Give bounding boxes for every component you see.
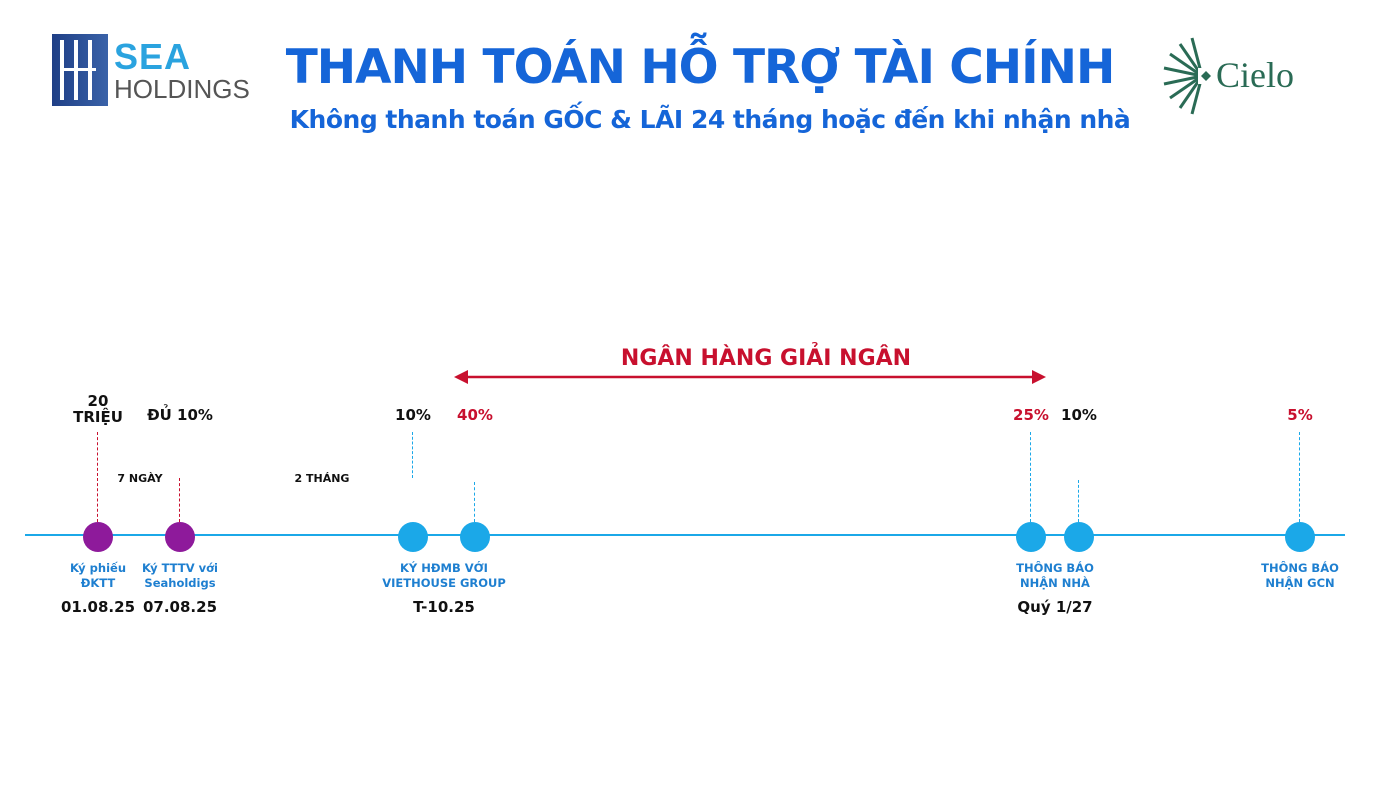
cielo-sunburst-icon xyxy=(1163,37,1214,115)
milestone-label: Ký phiếu ĐKTT xyxy=(69,561,127,590)
milestone-connector xyxy=(97,432,98,522)
milestone-connector xyxy=(179,478,180,522)
milestone-amount: 20 TRIỆU xyxy=(73,392,123,426)
milestone-amount: 25% xyxy=(1013,406,1049,424)
sea-holdings-logo: SEA HOLDINGS xyxy=(52,34,262,108)
logo-cielo-text: Cielo xyxy=(1216,55,1294,95)
milestone-date: Quý 1/27 xyxy=(1017,598,1093,616)
logo-sea-text: SEA xyxy=(114,36,192,77)
timeline-axis xyxy=(25,534,1345,536)
milestone-label: THÔNG BÁO NHẬN GCN xyxy=(1261,561,1339,590)
milestone-connector xyxy=(1030,432,1031,522)
milestone-connector xyxy=(412,432,413,478)
milestone-label: Ký TTTV với Seaholdigs xyxy=(142,561,218,590)
bank-disbursement-label: NGÂN HÀNG GIẢI NGÂN xyxy=(620,346,912,371)
milestone-dot xyxy=(83,522,113,552)
milestone-label: THÔNG BÁO NHẬN NHÀ xyxy=(1016,561,1094,590)
milestone-connector xyxy=(1299,432,1300,522)
milestone-connector xyxy=(1078,480,1079,522)
milestone-amount: 10% xyxy=(1061,406,1097,424)
page-subtitle: Không thanh toán GỐC & LÃI 24 tháng hoặc… xyxy=(289,105,1131,134)
milestone-date: 07.08.25 xyxy=(142,598,218,616)
cielo-logo: Cielo xyxy=(1162,36,1332,116)
logo-holdings-text: HOLDINGS xyxy=(114,74,250,104)
milestone-dot xyxy=(165,522,195,552)
milestone-connector xyxy=(474,482,475,522)
sea-holdings-mark-icon xyxy=(52,34,108,106)
milestone-dot xyxy=(460,522,490,552)
milestone-date: 01.08.25 xyxy=(60,598,136,616)
milestone-dot xyxy=(1064,522,1094,552)
duration-label: 7 NGÀY xyxy=(117,472,163,485)
milestone-date: T-10.25 xyxy=(413,598,475,616)
milestone-amount: 40% xyxy=(457,406,493,424)
milestone-dot xyxy=(1016,522,1046,552)
duration-label: 2 THÁNG xyxy=(294,472,350,485)
bank-disbursement-arrow xyxy=(454,370,1046,384)
milestone-dot xyxy=(1285,522,1315,552)
milestone-amount: 10% xyxy=(395,406,431,424)
milestone-amount: ĐỦ 10% xyxy=(147,406,213,424)
milestone-dot xyxy=(398,522,428,552)
milestone-amount: 5% xyxy=(1287,406,1313,424)
milestone-label: KÝ HĐMB VỚI VIETHOUSE GROUP xyxy=(382,561,506,590)
page-title: THANH TOÁN HỖ TRỢ TÀI CHÍNH xyxy=(285,40,1116,95)
